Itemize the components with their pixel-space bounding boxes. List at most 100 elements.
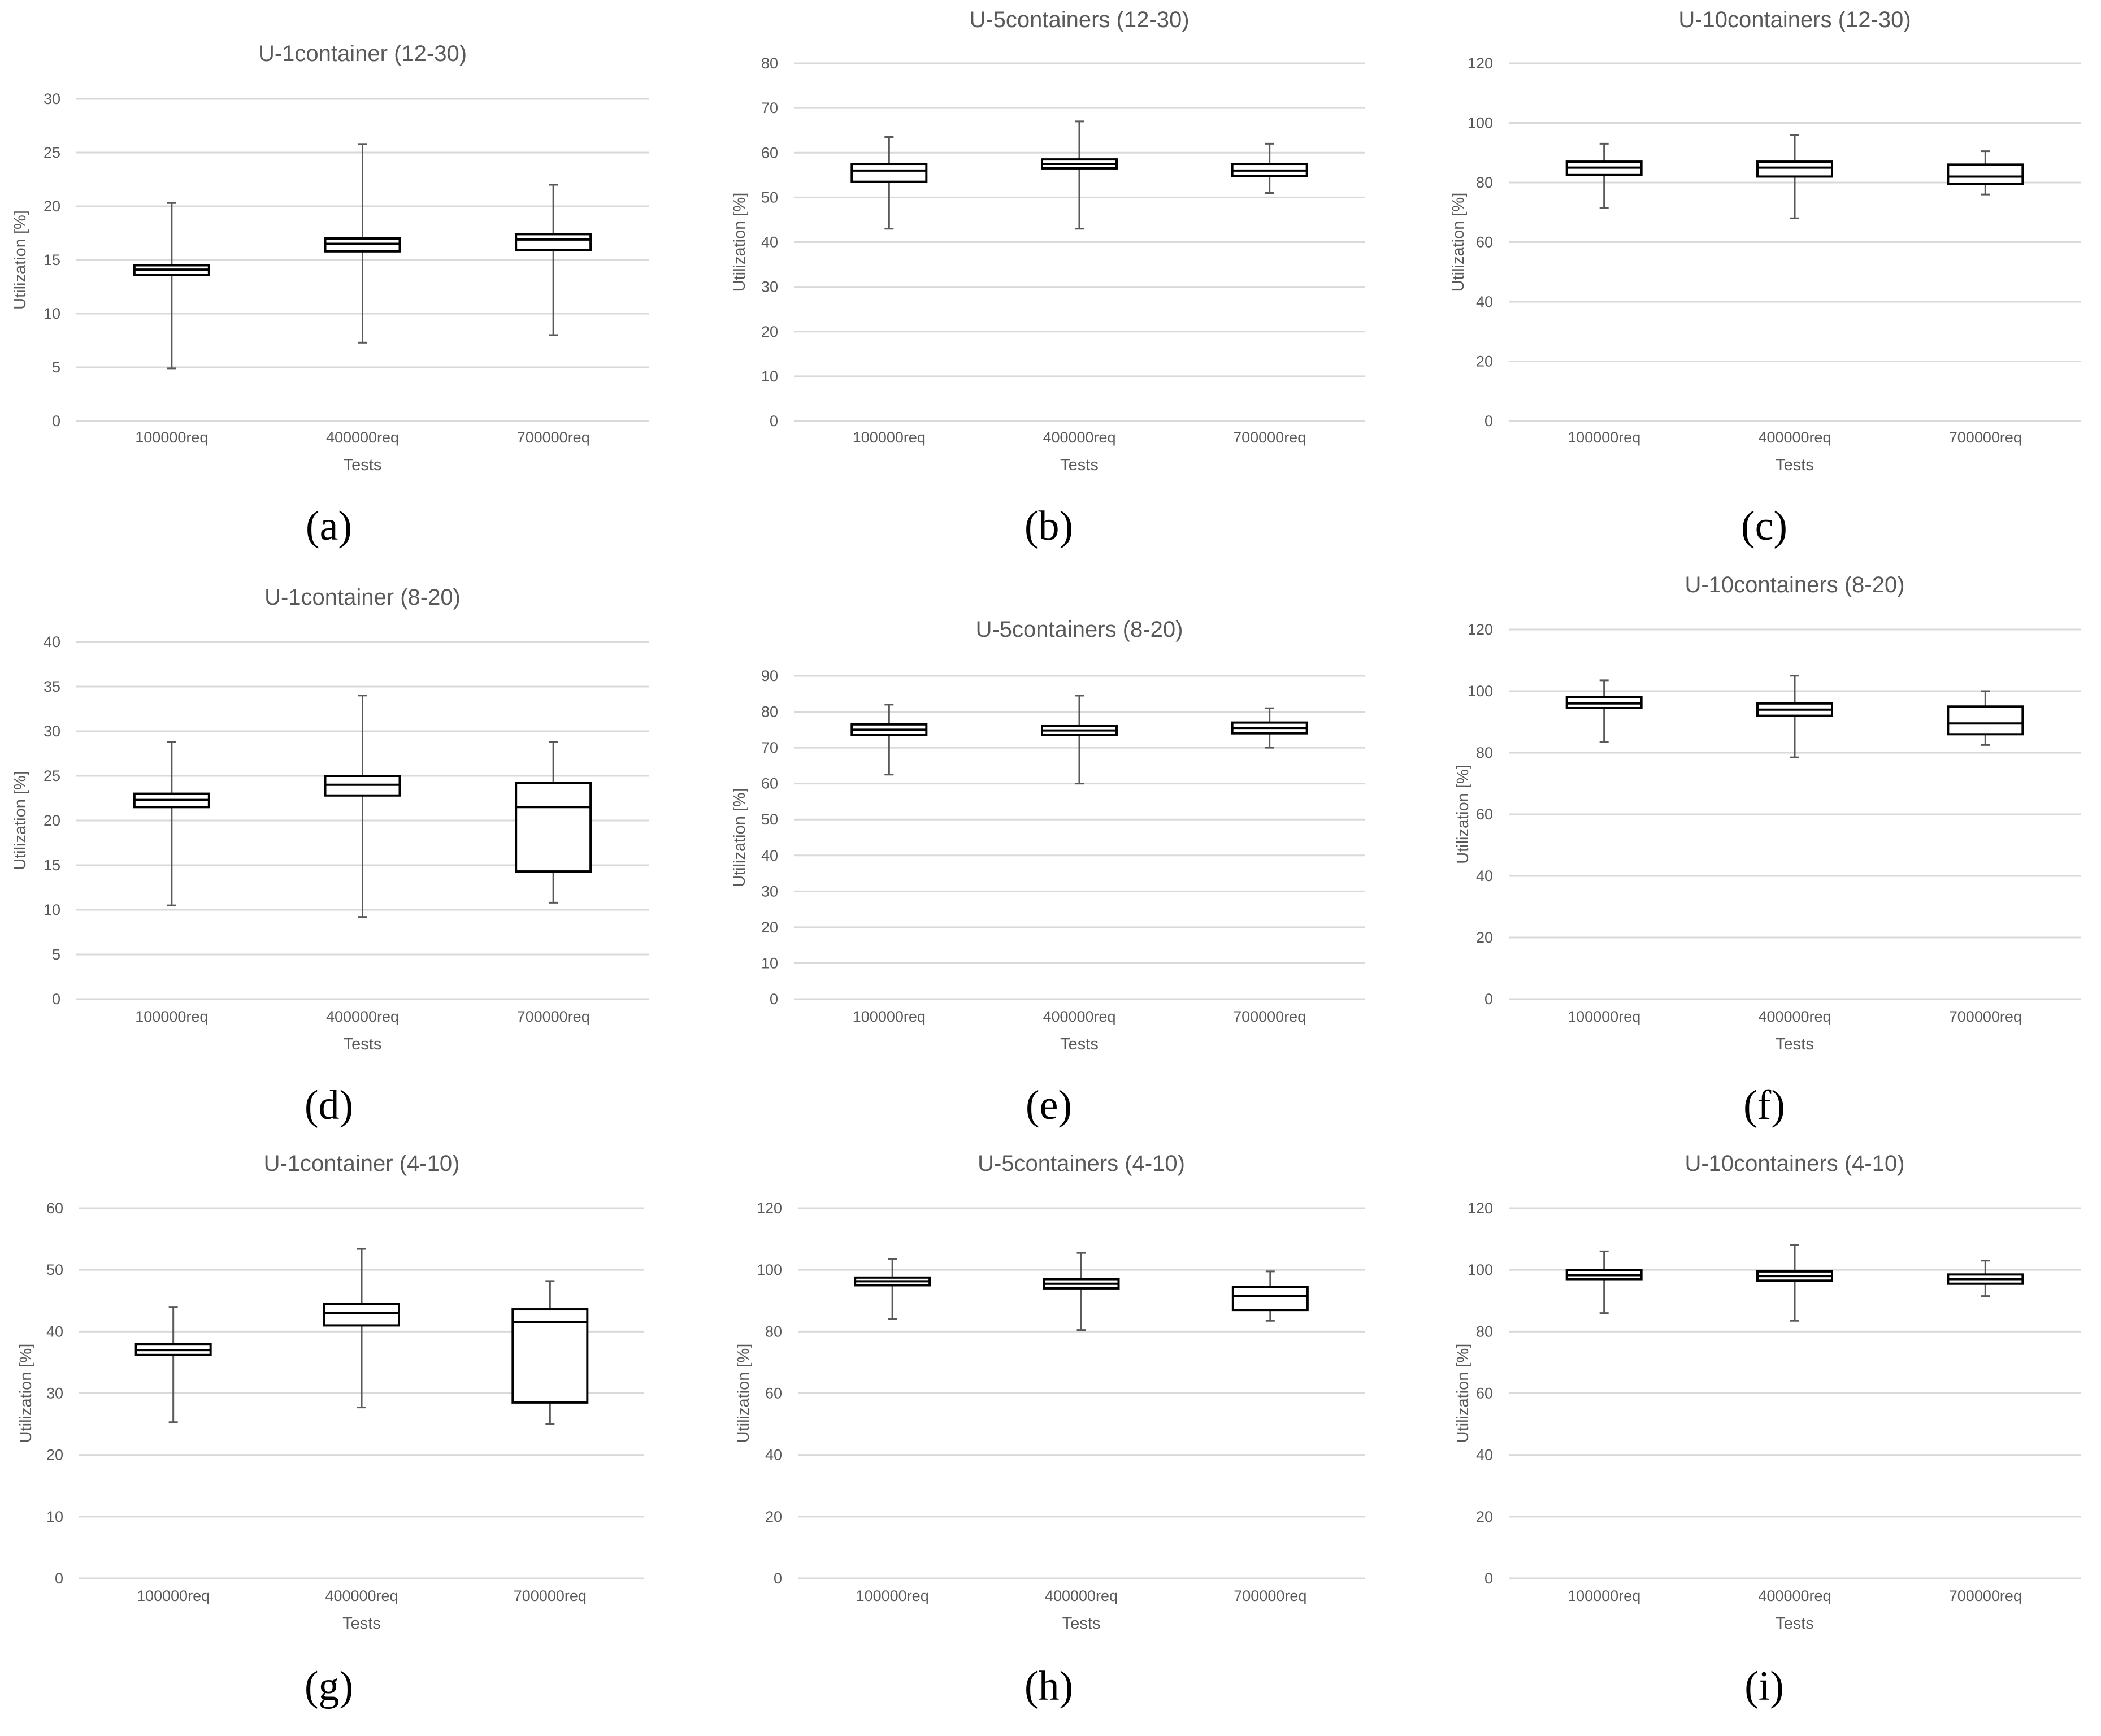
x-tick-label: 700000req [517,429,590,446]
y-tick-label: 40 [761,234,778,251]
x-tick-label: 400000req [1045,1587,1118,1604]
y-tick-label: 20 [46,1447,63,1464]
y-tick-label: 10 [761,954,778,971]
y-tick-label: 50 [46,1261,63,1278]
y-axis-label: Utilization [%] [731,788,749,887]
iqr-box [515,782,592,873]
box-plot-400000req [1041,120,1118,230]
x-axis-label: Tests [1776,456,1814,474]
box-plot-700000req [1231,142,1308,194]
x-tick-label: 100000req [856,1587,929,1604]
x-tick-label: 400000req [1043,429,1115,446]
y-tick-label: 60 [761,775,778,792]
y-tick-label: 80 [761,55,778,72]
x-axis-label: Tests [1776,1035,1814,1053]
chart-title: U-1container (4-10) [264,1151,460,1176]
box-plot-100000req [1565,679,1643,743]
y-tick-label: 20 [765,1508,782,1525]
x-axis-label: Tests [1060,1035,1099,1053]
panel-label: (h) [1025,1663,1073,1709]
y-axis-label: Utilization [%] [1454,765,1472,864]
y-tick-label: 30 [44,723,60,740]
chart-title: U-10containers (8-20) [1685,572,1904,597]
y-tick-label: 10 [761,368,778,385]
x-tick-label: 100000req [853,1008,926,1025]
x-tick-label: 700000req [1949,429,2022,446]
box-plot-400000req [1041,695,1118,785]
y-tick-label: 5 [52,359,60,376]
x-tick-label: 100000req [1568,1587,1640,1604]
y-tick-label: 20 [1476,929,1493,946]
chart-title: U-5containers (12-30) [969,7,1189,32]
panel-label: (d) [305,1082,353,1129]
chart-panel: 0 5 10 15 20 25 30 35 40 U-1container (8-20) Utili… [11,585,649,1129]
x-axis-label: Tests [1062,1615,1101,1633]
y-tick-label: 50 [761,811,778,828]
box-plot-400000req [1756,675,1833,758]
box-plot-100000req [1565,142,1643,209]
y-axis-label: Utilization [%] [735,1344,753,1443]
chart-panel: 0 20 40 60 80 100 120 U-10containers (8-20) Util… [1454,572,2081,1129]
chart-panel: 0 10 20 30 40 50 60 70 80 U-5containers (12-30) Ut… [731,7,1365,549]
chart-panel: 0 5 10 15 20 25 30 U-1container (12-30) Utilizat… [11,41,649,549]
y-tick-label: 60 [1476,234,1493,251]
y-tick-label: 60 [46,1200,63,1217]
y-axis-label: Utilization [%] [17,1344,35,1443]
x-tick-label: 700000req [1949,1587,2022,1604]
iqr-box [1231,1286,1309,1312]
x-tick-label: 400000req [1758,1008,1831,1025]
x-tick-label: 100000req [135,1008,208,1025]
y-axis-label: Utilization [%] [11,771,29,870]
y-tick-label: 20 [761,919,778,936]
y-tick-label: 120 [757,1200,782,1217]
x-tick-label: 700000req [1233,1008,1306,1025]
chart-panel: 0 20 40 60 80 100 120 U-5containers (4-10) Utili… [735,1151,1365,1709]
y-tick-label: 0 [55,1570,63,1587]
x-axis-label: Tests [344,1035,382,1053]
y-tick-label: 25 [44,144,60,161]
box-plot-400000req [1756,134,1833,219]
x-tick-label: 400000req [1758,1587,1831,1604]
y-axis-label: Utilization [%] [11,210,29,310]
box-plot-400000req [324,143,401,344]
x-tick-label: 100000req [135,429,208,446]
y-tick-label: 100 [1468,683,1493,700]
y-tick-label: 40 [1476,293,1493,310]
panel-label: (i) [1744,1663,1784,1709]
chart-title: U-10containers (12-30) [1678,7,1911,32]
y-tick-label: 70 [761,99,778,116]
panel-label: (c) [1741,503,1787,549]
box-plot-400000req [1043,1252,1120,1331]
y-tick-label: 20 [44,198,60,215]
y-tick-label: 20 [44,812,60,829]
panel-label: (e) [1026,1082,1072,1129]
y-tick-label: 80 [761,704,778,721]
box-plot-400000req [323,1248,400,1409]
y-tick-label: 0 [1484,991,1493,1008]
box-plot-700000req [1231,1270,1309,1322]
y-tick-label: 100 [757,1261,782,1278]
y-tick-label: 0 [52,991,60,1008]
y-tick-label: 100 [1468,115,1493,132]
y-tick-label: 40 [1476,867,1493,884]
x-tick-label: 700000req [517,1008,590,1025]
box-plot-700000req [515,741,592,904]
y-tick-label: 40 [46,1323,63,1340]
x-tick-label: 400000req [1043,1008,1115,1025]
y-tick-label: 120 [1468,621,1493,638]
y-tick-label: 5 [52,946,60,963]
y-tick-label: 100 [1468,1261,1493,1278]
x-tick-label: 100000req [1568,429,1640,446]
y-tick-label: 120 [1468,1200,1493,1217]
y-tick-label: 60 [1476,806,1493,823]
box-plot-100000req [134,1306,212,1423]
x-tick-label: 100000req [853,429,926,446]
y-tick-label: 10 [44,901,60,918]
y-tick-label: 30 [44,90,60,107]
iqr-box [850,163,928,183]
y-tick-label: 40 [765,1447,782,1464]
y-tick-label: 40 [1476,1447,1493,1464]
y-tick-label: 80 [765,1323,782,1340]
iqr-box [1756,160,1833,178]
x-axis-label: Tests [344,456,382,474]
